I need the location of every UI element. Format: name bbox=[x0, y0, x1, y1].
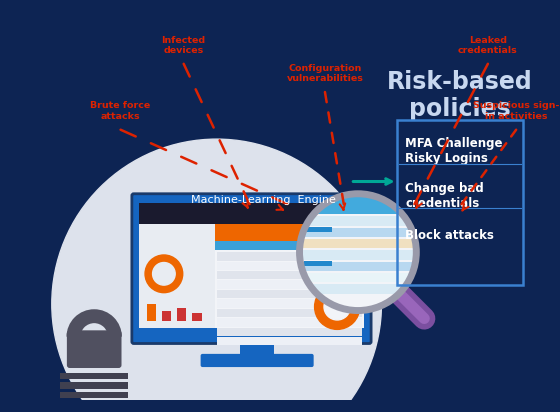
Bar bbox=[301, 284, 414, 294]
Bar bbox=[240, 342, 274, 360]
Bar bbox=[301, 250, 414, 260]
Bar bbox=[139, 241, 363, 250]
Bar bbox=[162, 311, 171, 321]
Text: Leaked
credentials: Leaked credentials bbox=[458, 35, 518, 55]
Bar bbox=[139, 224, 214, 328]
Bar bbox=[139, 224, 363, 241]
Bar bbox=[398, 120, 522, 285]
Bar bbox=[147, 304, 156, 321]
Circle shape bbox=[324, 294, 351, 320]
Bar bbox=[217, 299, 362, 308]
Bar bbox=[217, 290, 362, 298]
Circle shape bbox=[300, 194, 416, 311]
Bar bbox=[304, 261, 333, 266]
Bar bbox=[217, 309, 362, 317]
Circle shape bbox=[52, 139, 381, 412]
Bar bbox=[301, 196, 414, 215]
Circle shape bbox=[145, 255, 183, 293]
Circle shape bbox=[315, 284, 360, 329]
Bar bbox=[60, 382, 128, 389]
Text: Brute force
attacks: Brute force attacks bbox=[90, 101, 151, 121]
Text: Machine-Learning  Engine: Machine-Learning Engine bbox=[192, 195, 336, 205]
FancyBboxPatch shape bbox=[132, 194, 371, 344]
Bar bbox=[217, 337, 362, 345]
Bar bbox=[304, 227, 333, 232]
Bar bbox=[139, 203, 363, 328]
Bar bbox=[60, 391, 128, 398]
Bar bbox=[139, 203, 363, 224]
Bar bbox=[301, 262, 414, 271]
Bar bbox=[177, 308, 186, 321]
Bar bbox=[301, 273, 414, 282]
FancyBboxPatch shape bbox=[67, 330, 122, 368]
Bar bbox=[217, 262, 362, 270]
Text: Configuration
vulnerabilities: Configuration vulnerabilities bbox=[287, 64, 363, 83]
Bar bbox=[60, 373, 128, 379]
Bar bbox=[192, 314, 202, 321]
Circle shape bbox=[152, 262, 175, 285]
Text: Block attacks: Block attacks bbox=[405, 229, 494, 241]
Bar bbox=[301, 239, 414, 248]
Text: Suspicious sign-
in activities: Suspicious sign- in activities bbox=[473, 101, 559, 121]
Bar bbox=[217, 281, 362, 289]
Bar bbox=[301, 228, 414, 237]
Text: Risk-based: Risk-based bbox=[387, 70, 533, 94]
Bar bbox=[217, 328, 362, 336]
Text: Change bad
credentials: Change bad credentials bbox=[405, 182, 484, 210]
Text: Infected
devices: Infected devices bbox=[162, 35, 206, 55]
Bar bbox=[217, 252, 362, 261]
Bar bbox=[60, 401, 128, 407]
Bar bbox=[301, 239, 414, 248]
Text: MFA Challenge
Risky Logins: MFA Challenge Risky Logins bbox=[405, 137, 502, 165]
Text: policies: policies bbox=[409, 97, 511, 121]
Bar bbox=[217, 318, 362, 327]
FancyBboxPatch shape bbox=[200, 354, 314, 367]
Bar bbox=[217, 271, 362, 279]
Bar bbox=[301, 216, 414, 226]
